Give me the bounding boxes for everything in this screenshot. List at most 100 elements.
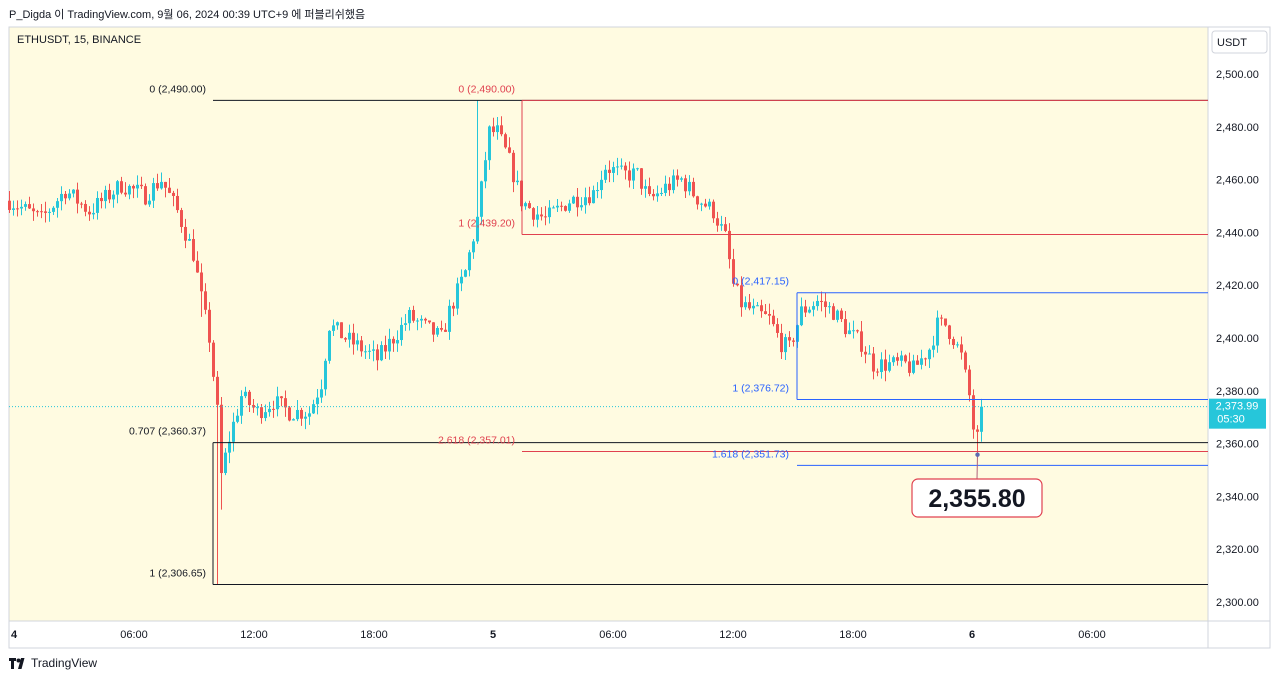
candle-body — [664, 183, 667, 193]
candle-body — [412, 309, 415, 321]
candle-body — [692, 181, 695, 197]
candle-body — [588, 197, 591, 204]
candle-body — [668, 183, 671, 191]
candle-body — [776, 324, 779, 333]
candle-body — [472, 241, 475, 253]
candle-body — [276, 396, 279, 410]
currency-button[interactable] — [1211, 30, 1268, 54]
candle-body — [348, 332, 351, 340]
candle-body — [552, 207, 555, 209]
candle-body — [236, 415, 239, 422]
candle-body — [464, 270, 467, 277]
price-callout[interactable] — [911, 478, 1043, 518]
candle-body — [744, 302, 747, 308]
candle-body — [724, 224, 727, 231]
candle-body — [300, 409, 303, 419]
candle-body — [264, 412, 267, 419]
candle-body — [24, 204, 27, 207]
candle-body — [880, 359, 883, 373]
candle-body — [872, 353, 875, 372]
candle-body — [904, 355, 907, 362]
candle-body — [868, 353, 871, 355]
candle-body — [48, 211, 51, 213]
candle-body — [676, 175, 679, 180]
price-tick-label: 2,320.00 — [1216, 544, 1259, 556]
candle-body — [772, 315, 775, 325]
fib-label-blue: 0 (2,417.15) — [732, 276, 789, 288]
candle-body — [816, 300, 819, 307]
candle-body — [928, 349, 931, 360]
candle-body — [852, 330, 855, 332]
fib-label-black: 0.707 (2,360.37) — [129, 426, 206, 438]
footer-brand-label: TradingView — [31, 656, 98, 670]
fib-label-red: 1 (2,439.20) — [458, 218, 515, 230]
candle-body — [828, 306, 831, 308]
candle-body — [352, 332, 355, 345]
fib-label-blue: 1 (2,376.72) — [732, 382, 789, 394]
candle-body — [644, 186, 647, 189]
last-price-label: 2,373.99 — [1216, 401, 1259, 413]
candle-body — [36, 211, 39, 213]
candle-body — [16, 208, 19, 210]
candle-body — [124, 192, 127, 195]
candle-body — [968, 369, 971, 396]
candle-body — [956, 344, 959, 346]
candle-body — [72, 189, 75, 194]
candle-body — [460, 276, 463, 284]
candle-body — [616, 166, 619, 168]
candle-body — [416, 320, 419, 322]
price-tick-label: 2,400.00 — [1216, 333, 1259, 345]
candle-body — [84, 203, 87, 212]
candle-body — [836, 310, 839, 320]
candle-body — [60, 193, 63, 202]
candle-body — [392, 338, 395, 344]
candle-body — [728, 230, 731, 260]
candle-body — [196, 260, 199, 273]
candle-body — [144, 186, 147, 205]
candle-body — [584, 197, 587, 206]
candle-body — [364, 351, 367, 353]
candle-body — [580, 205, 583, 208]
candle-body — [592, 190, 595, 204]
candle-body — [508, 147, 511, 153]
candle-body — [496, 125, 499, 133]
candle-body — [408, 309, 411, 324]
candle-body — [200, 272, 203, 292]
candle-body — [156, 183, 159, 189]
price-callout-label: 2,355.80 — [928, 485, 1025, 513]
candle-body — [436, 328, 439, 335]
candle-body — [184, 226, 187, 241]
candle-body — [652, 193, 655, 197]
candle-body — [720, 224, 723, 226]
candle-body — [96, 197, 99, 213]
candle-body — [140, 184, 143, 187]
candle-body — [832, 306, 835, 320]
candle-body — [924, 358, 927, 360]
symbol-label: ETHUSDT, 15, BINANCE — [17, 34, 141, 46]
footer-brand[interactable]: TradingView — [9, 656, 97, 670]
candle-body — [40, 211, 43, 213]
candle-body — [516, 180, 519, 183]
candle-body — [272, 408, 275, 410]
candle-body — [704, 203, 707, 207]
candle-body — [604, 169, 607, 180]
fib-lines-group: 0 (2,490.00) 0.707 (2,360.37) 1 (2,306.65)… — [129, 83, 1208, 585]
candle-body — [920, 358, 923, 365]
candle-body — [748, 302, 751, 309]
candle-body — [528, 203, 531, 209]
fib-label-black: 1 (2,306.65) — [149, 567, 206, 579]
candle-body — [152, 183, 155, 201]
candle-body — [108, 189, 111, 200]
candle-body — [696, 196, 699, 205]
candle-body — [620, 165, 623, 167]
candle-body — [760, 305, 763, 312]
candle-body — [216, 376, 219, 405]
candle-body — [808, 309, 811, 313]
candle-body — [612, 167, 615, 173]
candle-body — [424, 318, 427, 321]
candle-body — [44, 211, 47, 213]
candle-body — [100, 197, 103, 202]
price-tick-label: 2,380.00 — [1216, 386, 1259, 398]
